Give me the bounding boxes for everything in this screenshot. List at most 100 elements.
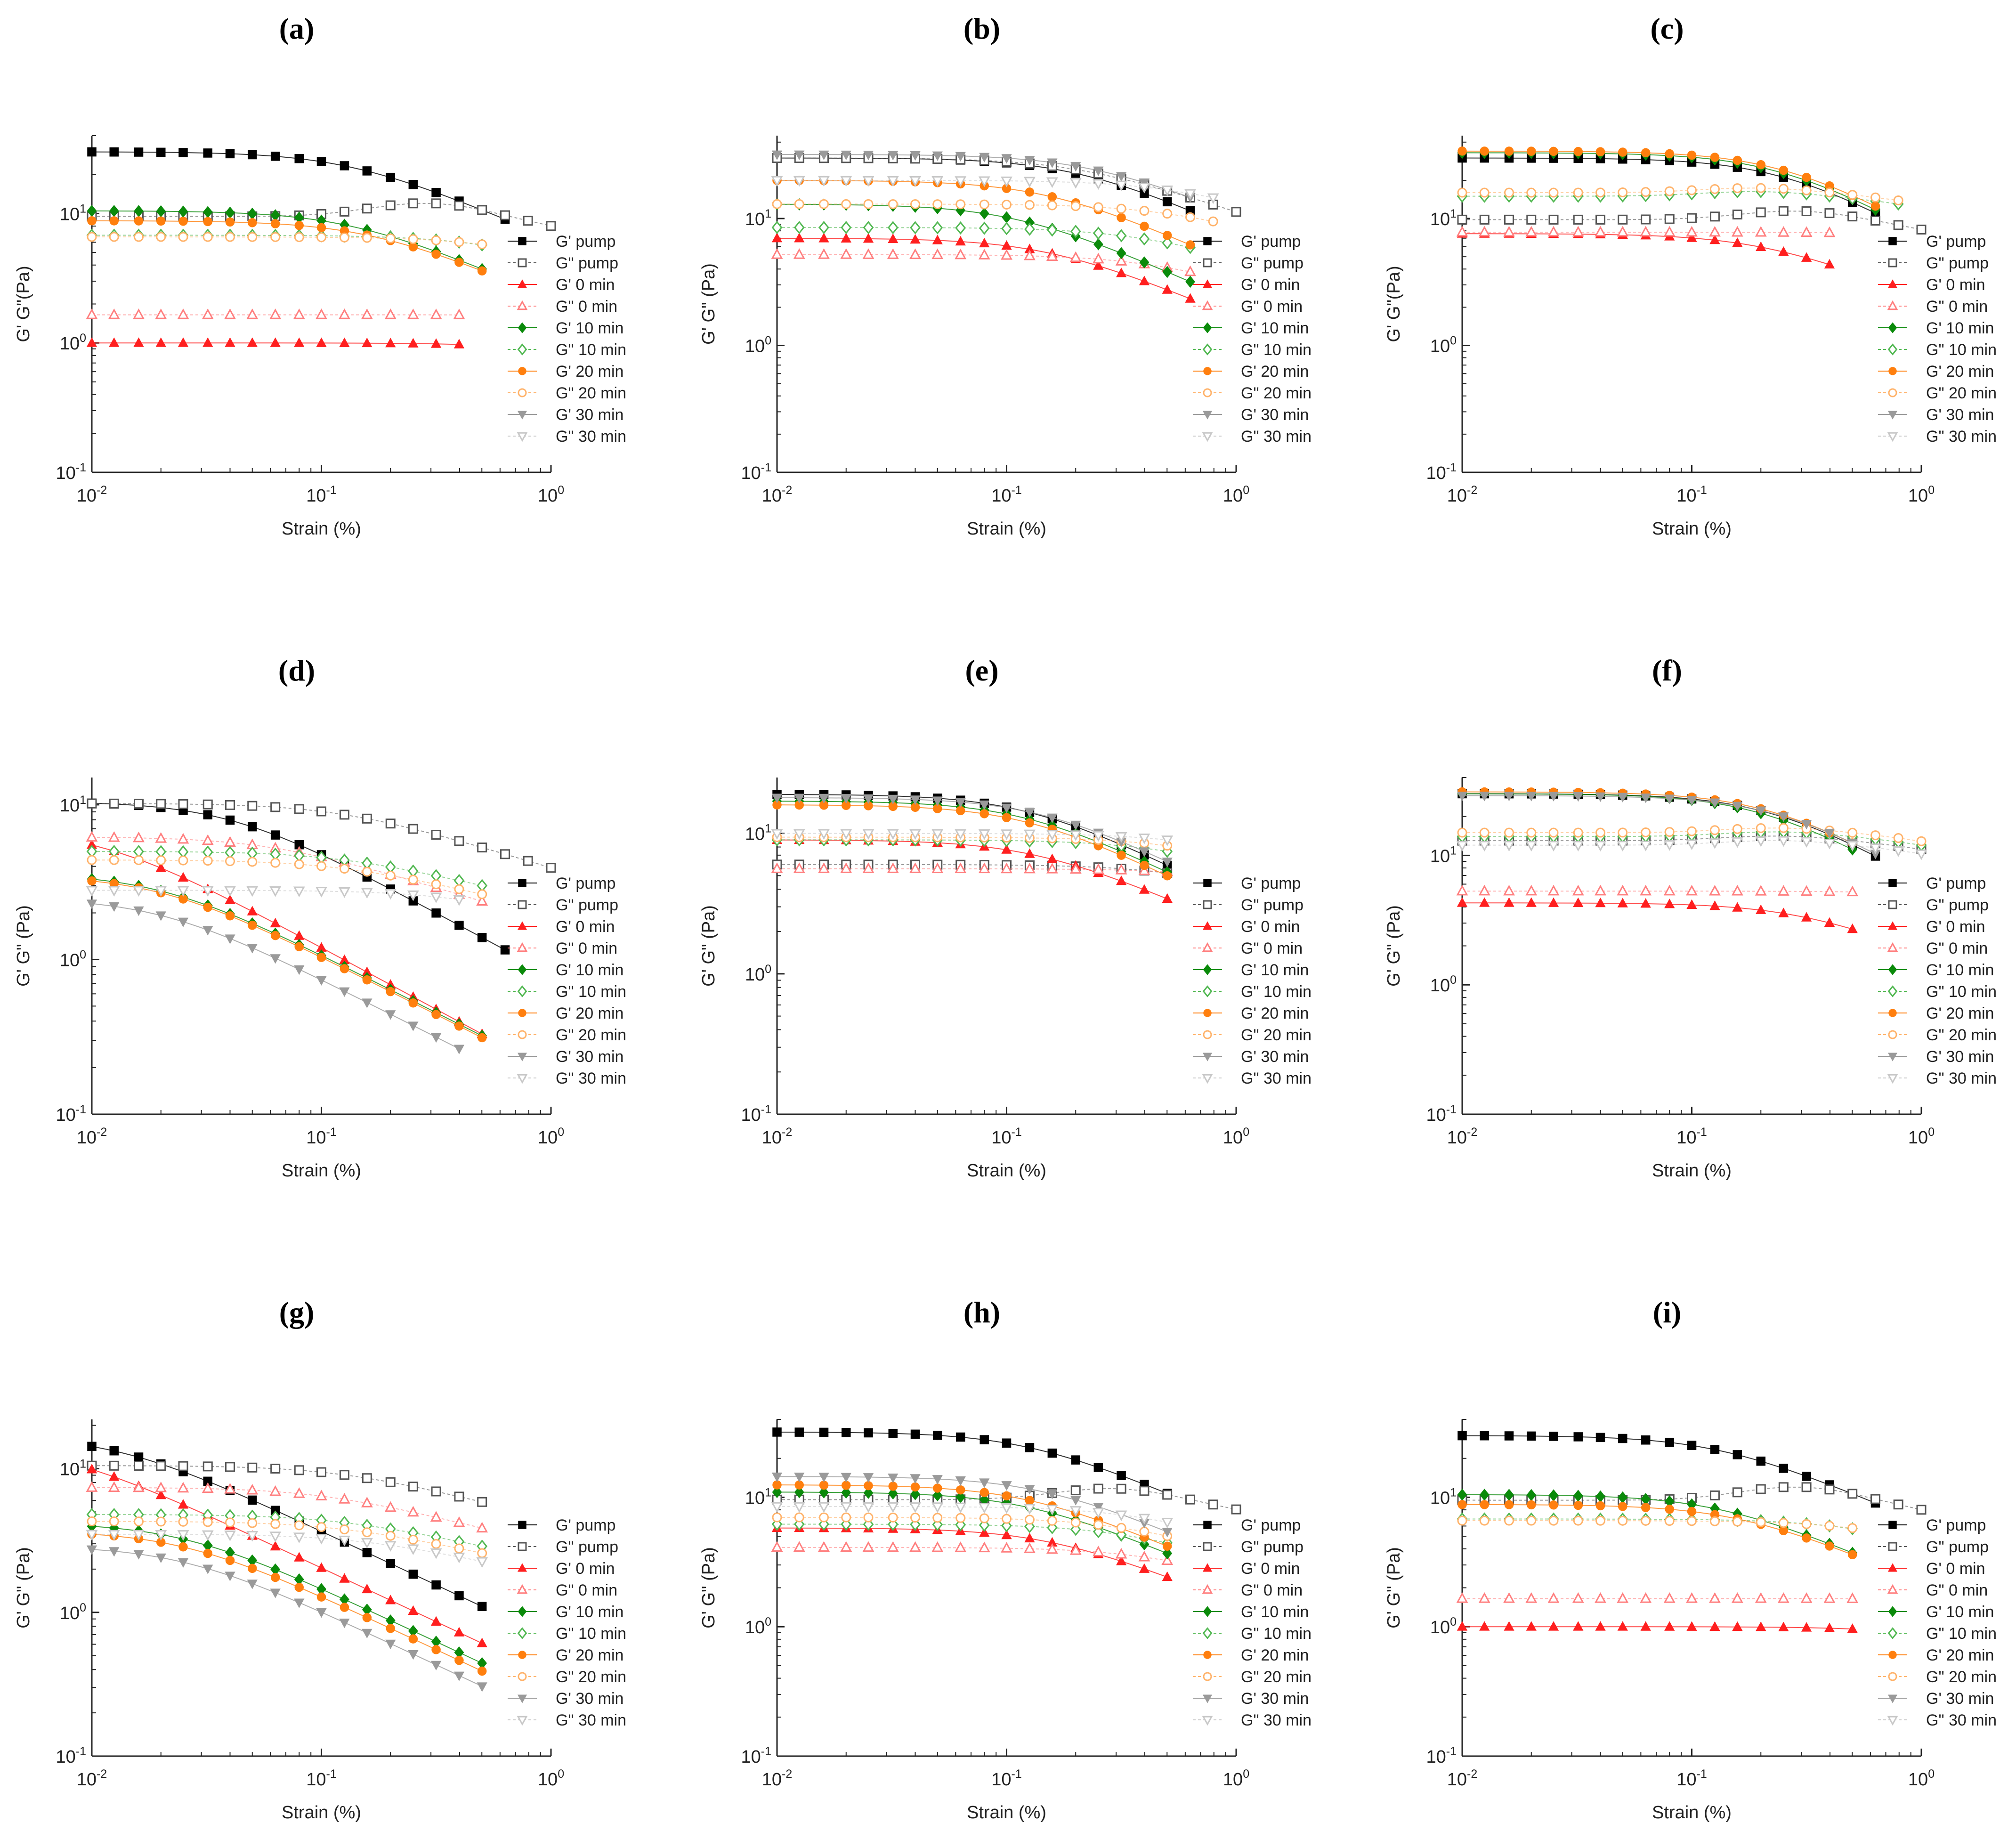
legend-label: G' 10 min	[1926, 1603, 1994, 1621]
data-point	[202, 308, 214, 319]
data-point	[430, 308, 442, 319]
data-point	[1756, 823, 1766, 833]
data-point	[1093, 202, 1103, 212]
x-tick-label-exp: -1	[1012, 1126, 1022, 1139]
legend-entry: G' 30 min	[1193, 1048, 1309, 1066]
data-point	[1641, 827, 1651, 838]
data-point	[955, 1518, 966, 1531]
data-point	[362, 166, 372, 176]
data-point	[888, 199, 898, 209]
data-point	[1686, 232, 1697, 242]
data-point	[1547, 884, 1560, 896]
data-point	[840, 248, 852, 259]
data-point	[1478, 226, 1490, 237]
data-point	[1478, 1592, 1490, 1603]
series-g-pump	[772, 859, 1173, 878]
data-point	[225, 1517, 235, 1528]
data-point	[1115, 255, 1127, 266]
data-point	[408, 1569, 418, 1579]
data-point	[1573, 827, 1583, 838]
data-point	[1117, 851, 1126, 860]
data-point	[1573, 147, 1583, 156]
series-line	[777, 868, 1167, 873]
data-point	[1846, 841, 1859, 852]
data-point	[955, 199, 966, 210]
data-point	[1870, 843, 1881, 854]
data-point	[86, 337, 97, 347]
data-point	[385, 1639, 396, 1650]
data-point	[1001, 829, 1012, 840]
data-point	[1731, 1592, 1743, 1603]
data-point	[294, 232, 304, 243]
x-axis-title: Strain (%)	[1652, 1161, 1732, 1181]
x-axis-title: Strain (%)	[967, 519, 1046, 539]
x-tick-label-base: 10	[1223, 1770, 1243, 1790]
y-tick-label-exp: 0	[765, 1615, 771, 1628]
series-g-30-min	[771, 176, 1219, 204]
data-point	[1115, 1510, 1127, 1522]
data-point	[1527, 1500, 1536, 1510]
legend-label: G' 0 min	[1241, 276, 1300, 294]
y-tick-label: 10-1	[1426, 1745, 1457, 1767]
legend-label: G' 30 min	[556, 1690, 623, 1708]
data-point	[1708, 884, 1721, 896]
data-point	[294, 1552, 305, 1562]
data-point	[1778, 1518, 1789, 1528]
data-point	[1778, 1621, 1789, 1631]
x-tick-label: 10-1	[1676, 1767, 1707, 1790]
series-g-pump	[87, 798, 510, 955]
data-point	[1503, 226, 1515, 237]
data-point	[1641, 187, 1651, 197]
data-point	[1779, 1464, 1789, 1473]
data-point	[202, 1530, 214, 1541]
legend-entry: G" 20 min	[1878, 384, 1997, 402]
series-g-0-min	[86, 831, 488, 906]
data-point	[133, 1530, 145, 1541]
legend-entry: G" 0 min	[1193, 1581, 1303, 1599]
y-tick-label: 100	[1430, 973, 1457, 996]
y-tick-label: 10-1	[56, 461, 86, 483]
data-point	[772, 1512, 782, 1523]
legend-label: G' 20 min	[1926, 363, 1994, 381]
data-point	[1595, 841, 1606, 852]
data-point	[1208, 216, 1218, 227]
legend-entry: G" 20 min	[1193, 1026, 1312, 1044]
legend-entry: G" 10 min	[1193, 1625, 1312, 1643]
data-point	[1139, 884, 1150, 894]
y-axis-title: G' G"(Pa)	[1384, 266, 1404, 342]
data-point	[247, 906, 258, 916]
data-point	[339, 864, 349, 874]
data-point	[1140, 221, 1149, 231]
legend-entry: G' 30 min	[1878, 1690, 1994, 1708]
data-point	[202, 1517, 213, 1527]
data-point	[862, 1541, 874, 1552]
data-point	[841, 221, 852, 235]
data-point	[1457, 1431, 1467, 1441]
x-tick-label-base: 10	[991, 1770, 1011, 1790]
legend-marker	[518, 879, 526, 887]
data-point	[1138, 833, 1150, 844]
data-point	[1595, 897, 1606, 907]
data-point	[1138, 1550, 1150, 1562]
data-point	[955, 829, 967, 840]
data-point	[1070, 820, 1081, 831]
x-tick-label: 10-2	[762, 1126, 793, 1148]
data-point	[955, 1513, 966, 1523]
x-tick-label: 10-1	[1676, 484, 1707, 506]
data-point	[454, 1655, 464, 1665]
data-point	[316, 1522, 326, 1532]
data-point	[1640, 793, 1651, 803]
legend-entry: G' 10 min	[1193, 1603, 1309, 1621]
data-point	[177, 1482, 189, 1493]
data-point	[269, 308, 282, 319]
data-point	[225, 800, 235, 810]
data-point	[134, 1516, 144, 1527]
data-point	[862, 248, 874, 259]
data-point	[1140, 860, 1149, 870]
y-tick-label-base: 10	[60, 950, 80, 970]
legend-label: G' 0 min	[556, 1560, 615, 1578]
data-point	[1756, 806, 1766, 816]
y-tick-label-base: 10	[745, 1618, 765, 1637]
data-point	[1526, 1515, 1537, 1526]
data-point	[1708, 838, 1721, 849]
